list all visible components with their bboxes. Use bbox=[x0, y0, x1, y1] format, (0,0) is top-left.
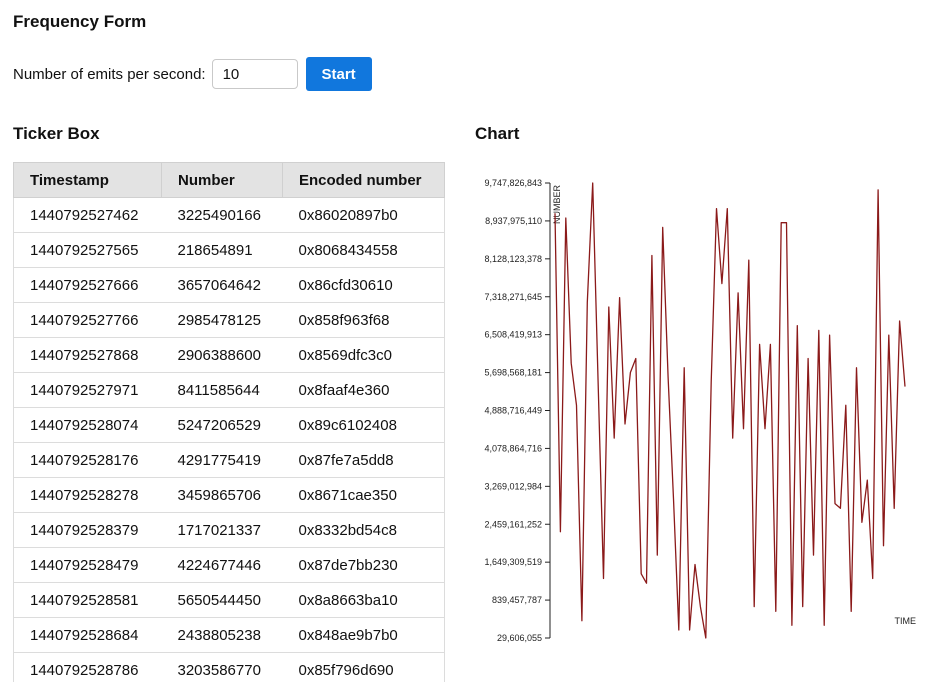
chart-title: Chart bbox=[475, 124, 519, 144]
number-cell: 5650544450 bbox=[162, 583, 283, 618]
column-header-timestamp: Timestamp bbox=[14, 163, 162, 198]
number-cell: 2438805238 bbox=[162, 618, 283, 653]
number-cell: 3203586770 bbox=[162, 653, 283, 682]
form-title: Frequency Form bbox=[13, 12, 146, 32]
encoded-number-cell: 0x8068434558 bbox=[283, 233, 445, 268]
number-cell: 4224677446 bbox=[162, 548, 283, 583]
number-cell: 4291775419 bbox=[162, 443, 283, 478]
start-button[interactable]: Start bbox=[306, 57, 372, 91]
series-line bbox=[555, 183, 905, 638]
y-tick-label: 8,128,123,378 bbox=[484, 254, 542, 264]
number-cell: 3459865706 bbox=[162, 478, 283, 513]
y-tick-label: 29,606,055 bbox=[497, 633, 542, 643]
emits-label: Number of emits per second: bbox=[13, 66, 206, 83]
encoded-number-cell: 0x8faaf4e360 bbox=[283, 373, 445, 408]
ticker-table: Timestamp Number Encoded number 14407925… bbox=[13, 162, 445, 682]
timestamp-cell: 1440792527868 bbox=[14, 338, 162, 373]
y-axis-title: NUMBER bbox=[552, 185, 562, 225]
timestamp-cell: 1440792527971 bbox=[14, 373, 162, 408]
ticker-box-title: Ticker Box bbox=[13, 124, 100, 144]
y-tick-label: 8,937,975,110 bbox=[485, 216, 542, 226]
encoded-number-cell: 0x848ae9b7b0 bbox=[283, 618, 445, 653]
ticker-table-wrapper: Timestamp Number Encoded number 14407925… bbox=[13, 162, 445, 682]
timestamp-cell: 1440792528786 bbox=[14, 653, 162, 682]
emits-per-second-input[interactable] bbox=[212, 59, 298, 89]
y-tick-label: 9,747,826,843 bbox=[484, 178, 542, 188]
y-tick-label: 4,888,716,449 bbox=[484, 406, 542, 416]
y-tick-label: 2,459,161,252 bbox=[484, 519, 542, 529]
encoded-number-cell: 0x87fe7a5dd8 bbox=[283, 443, 445, 478]
encoded-number-cell: 0x86020897b0 bbox=[283, 198, 445, 233]
timestamp-cell: 1440792528278 bbox=[14, 478, 162, 513]
column-header-number: Number bbox=[162, 163, 283, 198]
timestamp-cell: 1440792528074 bbox=[14, 408, 162, 443]
encoded-number-cell: 0x8671cae350 bbox=[283, 478, 445, 513]
timestamp-cell: 1440792527462 bbox=[14, 198, 162, 233]
y-tick-label: 4,078,864,716 bbox=[484, 443, 542, 453]
encoded-number-cell: 0x85f796d690 bbox=[283, 653, 445, 682]
number-cell: 5247206529 bbox=[162, 408, 283, 443]
x-axis-title: TIME bbox=[895, 616, 917, 626]
encoded-number-cell: 0x87de7bb230 bbox=[283, 548, 445, 583]
number-cell: 3657064642 bbox=[162, 268, 283, 303]
number-cell: 2906388600 bbox=[162, 338, 283, 373]
timestamp-cell: 1440792528176 bbox=[14, 443, 162, 478]
timestamp-cell: 1440792527766 bbox=[14, 303, 162, 338]
encoded-number-cell: 0x858f963f68 bbox=[283, 303, 445, 338]
timestamp-cell: 1440792528581 bbox=[14, 583, 162, 618]
y-tick-label: 7,318,271,645 bbox=[484, 292, 542, 302]
number-cell: 218654891 bbox=[162, 233, 283, 268]
number-cell: 8411585644 bbox=[162, 373, 283, 408]
encoded-number-cell: 0x8332bd54c8 bbox=[283, 513, 445, 548]
y-tick-label: 6,508,419,913 bbox=[484, 330, 542, 340]
encoded-number-cell: 0x8569dfc3c0 bbox=[283, 338, 445, 373]
encoded-number-cell: 0x86cfd30610 bbox=[283, 268, 445, 303]
column-header-encoded-number: Encoded number bbox=[283, 163, 445, 198]
y-tick-label: 839,457,787 bbox=[492, 595, 542, 605]
timestamp-cell: 1440792528479 bbox=[14, 548, 162, 583]
encoded-number-cell: 0x89c6102408 bbox=[283, 408, 445, 443]
frequency-form: Number of emits per second: Start bbox=[13, 57, 372, 91]
timestamp-cell: 1440792527565 bbox=[14, 233, 162, 268]
y-tick-label: 5,698,568,181 bbox=[484, 368, 542, 378]
number-cell: 1717021337 bbox=[162, 513, 283, 548]
number-cell: 2985478125 bbox=[162, 303, 283, 338]
line-chart: 9,747,826,843 8,937,975,110 8,128,123,378 7… bbox=[465, 160, 935, 660]
y-tick-label: 1,649,309,519 bbox=[484, 557, 542, 567]
y-tick-label: 3,269,012,984 bbox=[484, 481, 542, 491]
timestamp-cell: 1440792528379 bbox=[14, 513, 162, 548]
encoded-number-cell: 0x8a8663ba10 bbox=[283, 583, 445, 618]
table-header-row: Timestamp Number Encoded number bbox=[14, 163, 445, 198]
timestamp-cell: 1440792527666 bbox=[14, 268, 162, 303]
timestamp-cell: 1440792528684 bbox=[14, 618, 162, 653]
number-cell: 3225490166 bbox=[162, 198, 283, 233]
